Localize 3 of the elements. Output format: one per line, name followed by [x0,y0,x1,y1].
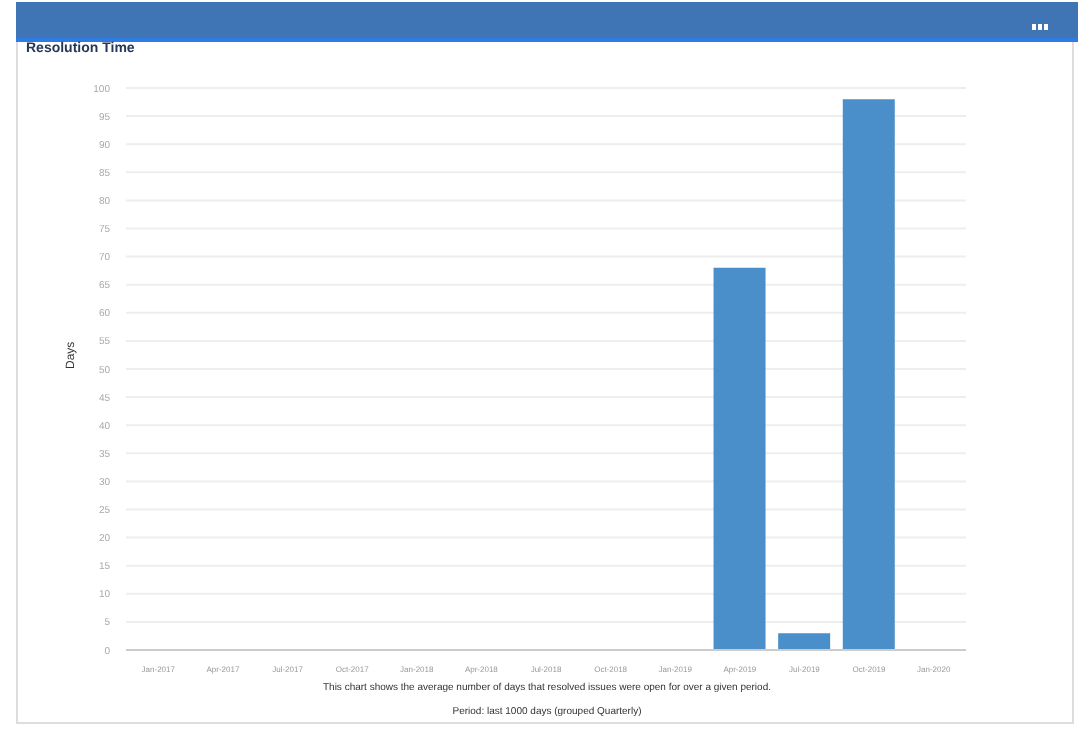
bar [778,633,831,650]
bar [842,99,895,650]
bar [713,267,766,650]
